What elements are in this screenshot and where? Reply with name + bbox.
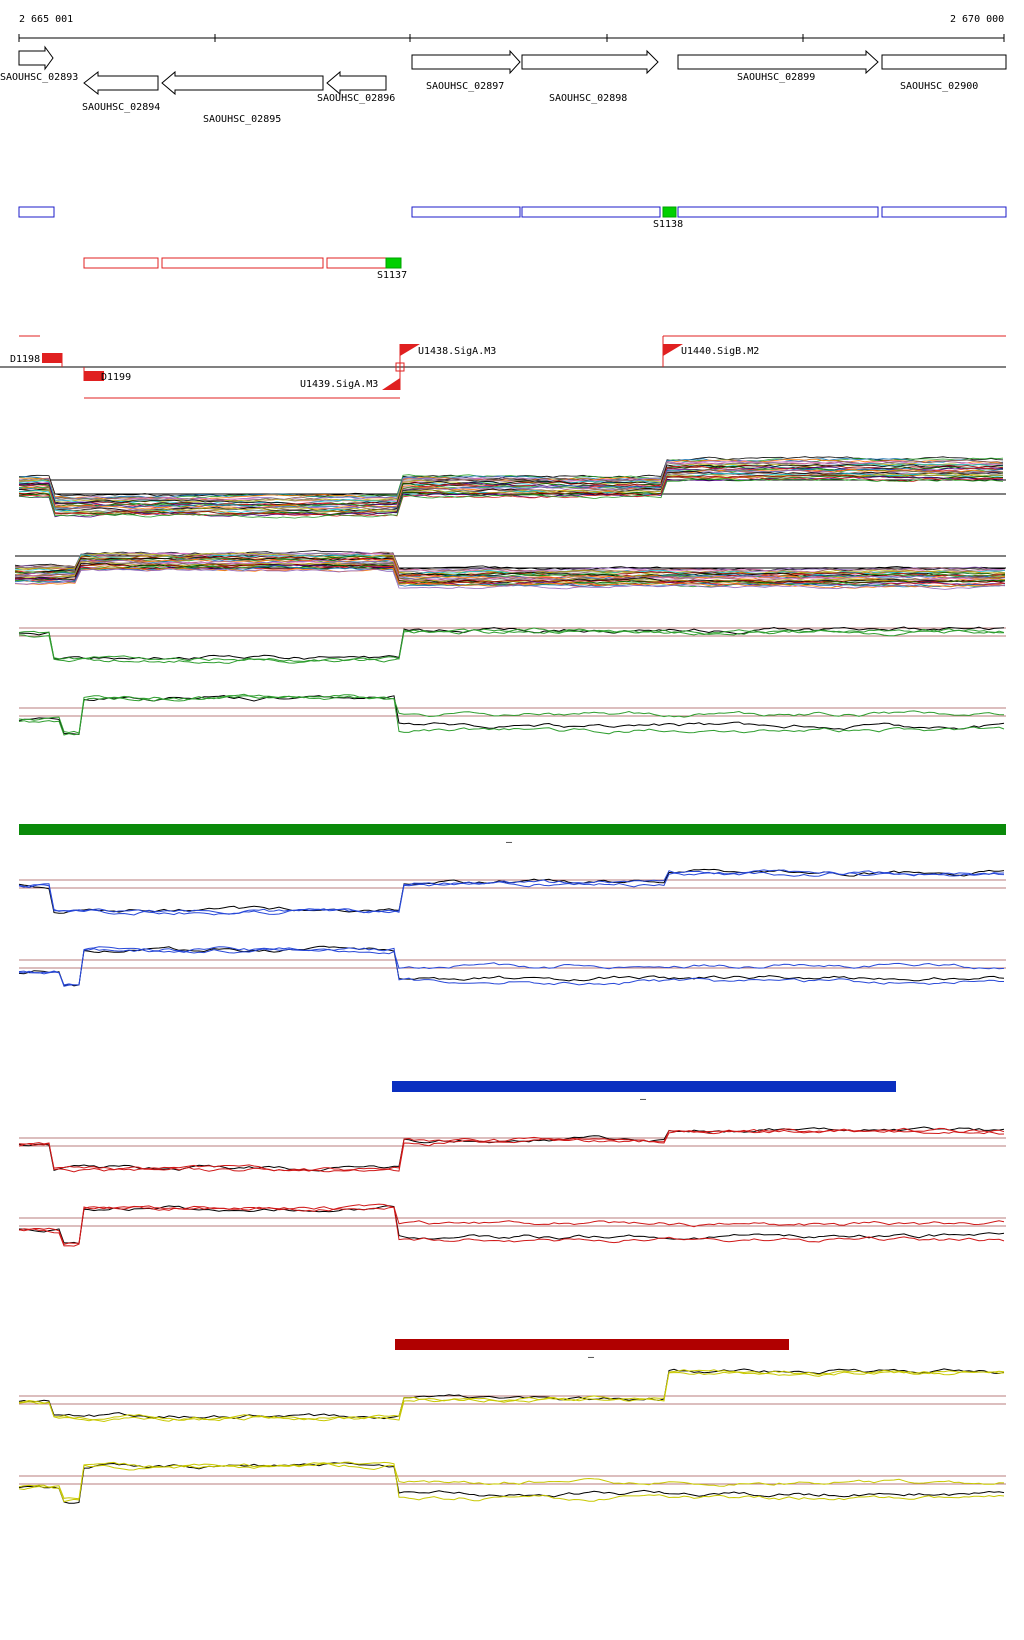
forward-trace xyxy=(18,871,1005,916)
condition-bars: – – – xyxy=(19,824,1006,1363)
reverse-trace xyxy=(18,948,1005,986)
segment-box[interactable] xyxy=(881,206,1007,218)
overview-trace xyxy=(18,462,1004,503)
overview-trace xyxy=(14,565,1006,588)
overview-trace xyxy=(18,478,1004,519)
segment-highlight[interactable] xyxy=(385,257,402,269)
ruler-end-label: 2 670 000 xyxy=(950,14,1004,25)
condition-panels xyxy=(18,626,1006,1504)
forward-trace xyxy=(18,627,1005,663)
expression-overview-forward xyxy=(18,456,1006,519)
overview-trace xyxy=(14,568,1005,590)
gene-label: SAOUHSC_02894 xyxy=(82,102,160,113)
segment-box[interactable] xyxy=(521,206,661,218)
ruler-start-label: 2 665 001 xyxy=(19,14,73,25)
reverse-trace xyxy=(18,946,1004,987)
reverse-segments-track: S1137 xyxy=(83,257,407,281)
overview-trace xyxy=(18,457,1004,500)
gene-label: SAOUHSC_02899 xyxy=(737,72,815,83)
gene-SAOUHSC_02900[interactable]: SAOUHSC_02900 xyxy=(881,54,1007,92)
promoter-label: U1439.SigA.M3 xyxy=(300,379,378,390)
forward-trace xyxy=(18,1127,1005,1172)
segment-box[interactable] xyxy=(326,257,387,269)
overview-trace xyxy=(18,470,1004,513)
overview-trace xyxy=(14,557,1006,580)
expression-overview-reverse xyxy=(14,550,1006,590)
gene-SAOUHSC_02893[interactable]: SAOUHSC_02893 xyxy=(0,45,78,83)
forward-trace xyxy=(18,1369,1005,1423)
condition-bar-green[interactable] xyxy=(19,824,1006,835)
segment-box[interactable] xyxy=(83,257,159,269)
overview-trace xyxy=(14,563,1006,585)
condition-bar-blue[interactable] xyxy=(392,1081,896,1092)
condition-bar-mark: – xyxy=(640,1094,647,1105)
forward-segment-label: S1138 xyxy=(653,219,683,230)
ruler: 2 665 001 2 670 000 xyxy=(18,14,1005,42)
overview-trace xyxy=(18,467,1004,509)
overview-trace xyxy=(18,457,1004,500)
gene-label: SAOUHSC_02895 xyxy=(203,114,281,125)
reverse-trace xyxy=(18,1205,1005,1246)
gene-SAOUHSC_02894[interactable]: SAOUHSC_02894 xyxy=(82,70,160,113)
gene-label: SAOUHSC_02893 xyxy=(0,72,78,83)
condition-bar-red[interactable] xyxy=(395,1339,789,1350)
reverse-segment-label: S1137 xyxy=(377,270,407,281)
gene-SAOUHSC_02899[interactable]: SAOUHSC_02899 xyxy=(677,49,879,83)
condition-bar-mark: – xyxy=(588,1352,595,1363)
forward-trace xyxy=(18,1369,1005,1422)
condition-panel-red xyxy=(18,1126,1006,1247)
overview-trace xyxy=(19,464,1004,506)
segment-box[interactable] xyxy=(161,257,324,269)
reverse-trace xyxy=(18,1461,1005,1500)
reverse-trace xyxy=(18,1205,1005,1245)
forward-trace xyxy=(18,628,1005,664)
condition-panel-yellow xyxy=(18,1368,1006,1504)
forward-trace xyxy=(18,868,1005,914)
promoter-label: D1199 xyxy=(101,372,131,383)
promoter-U1438.SigA.M3[interactable]: U1438.SigA.M3 xyxy=(395,344,496,372)
segment-box[interactable] xyxy=(18,206,55,218)
segment-box[interactable] xyxy=(677,206,879,218)
ruler-ticks xyxy=(18,34,1005,42)
forward-trace xyxy=(18,1368,1005,1420)
promoter-label: U1438.SigA.M3 xyxy=(418,346,496,357)
overview-trace xyxy=(18,466,1004,508)
reverse-trace xyxy=(18,693,1005,736)
gene-label: SAOUHSC_02898 xyxy=(549,93,627,104)
promoter-U1439.SigA.M3[interactable]: U1439.SigA.M3 xyxy=(300,367,401,390)
overview-trace xyxy=(18,474,1004,516)
gene-SAOUHSC_02896[interactable]: SAOUHSC_02896 xyxy=(317,70,395,104)
promoter-D1199[interactable]: D1199 xyxy=(83,367,131,383)
reverse-trace xyxy=(18,1461,1005,1503)
promoter-U1440.SigB.M2[interactable]: U1440.SigB.M2 xyxy=(662,336,759,367)
condition-panel-green xyxy=(18,626,1006,736)
gene-label: SAOUHSC_02896 xyxy=(317,93,395,104)
segment-highlight[interactable] xyxy=(662,206,677,218)
forward-trace xyxy=(18,626,1005,660)
reverse-trace xyxy=(18,945,1005,987)
gene-track: SAOUHSC_02893 SAOUHSC_02894 SAOUHSC_0289… xyxy=(0,45,1007,125)
reverse-trace xyxy=(18,1203,1005,1247)
promoter-track: D1198 D1199 U1438.SigA.M3 U1439.SigA.M3 … xyxy=(0,335,1006,399)
condition-panel-blue xyxy=(18,868,1006,987)
forward-segments-track: S1138 xyxy=(18,206,1007,230)
promoter-label: U1440.SigB.M2 xyxy=(681,346,759,357)
forward-trace xyxy=(18,869,1005,915)
forward-trace xyxy=(18,1126,1005,1172)
gene-SAOUHSC_02897[interactable]: SAOUHSC_02897 xyxy=(411,49,521,92)
condition-bar-mark: – xyxy=(506,837,513,848)
overview-trace xyxy=(18,463,1004,506)
segment-box[interactable] xyxy=(411,206,521,218)
promoter-D1198[interactable]: D1198 xyxy=(10,353,63,367)
gene-SAOUHSC_02895[interactable]: SAOUHSC_02895 xyxy=(161,70,324,125)
promoter-label: D1198 xyxy=(10,354,40,365)
forward-trace xyxy=(18,1128,1005,1173)
reverse-trace xyxy=(18,695,1005,735)
gene-SAOUHSC_02898[interactable]: SAOUHSC_02898 xyxy=(521,49,659,104)
gene-label: SAOUHSC_02897 xyxy=(426,81,504,92)
overview-trace xyxy=(14,552,1006,575)
gene-label: SAOUHSC_02900 xyxy=(900,81,978,92)
